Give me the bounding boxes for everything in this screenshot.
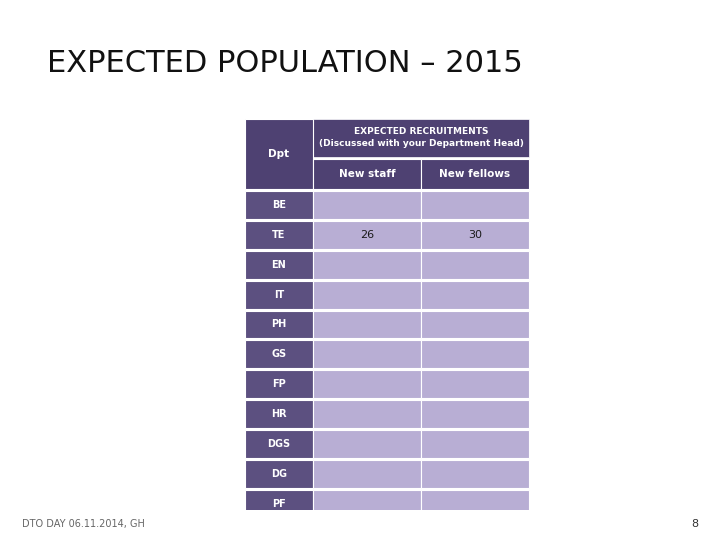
Text: HR: HR (271, 409, 287, 420)
Text: PH: PH (271, 320, 287, 329)
Text: New fellows: New fellows (439, 168, 510, 179)
Text: EN: EN (271, 260, 287, 269)
Text: Dpt: Dpt (269, 148, 289, 159)
Text: DG: DG (271, 469, 287, 480)
Bar (313, 280, 421, 308)
Bar (313, 460, 421, 488)
Bar (313, 430, 421, 458)
Text: EXPECTED POPULATION – 2015: EXPECTED POPULATION – 2015 (47, 49, 523, 78)
Bar (245, 460, 313, 488)
Bar (245, 401, 313, 428)
Text: FP: FP (272, 380, 286, 389)
Text: DGS: DGS (267, 440, 291, 449)
Bar (245, 119, 313, 188)
Text: TE: TE (272, 230, 286, 240)
Text: IT: IT (274, 289, 284, 300)
Bar (313, 221, 421, 248)
Bar (313, 159, 421, 188)
Bar (421, 370, 529, 399)
Text: New staff: New staff (338, 168, 395, 179)
Bar (421, 430, 529, 458)
Bar (313, 341, 421, 368)
Bar (245, 490, 313, 518)
Bar (421, 159, 529, 188)
Bar (421, 221, 529, 248)
Bar (245, 370, 313, 399)
Bar (313, 401, 421, 428)
Bar (421, 310, 529, 339)
Bar (313, 370, 421, 399)
Bar (245, 191, 313, 219)
Text: PF: PF (272, 500, 286, 509)
Bar (245, 251, 313, 279)
Bar (245, 310, 313, 339)
Bar (421, 251, 529, 279)
Bar (245, 430, 313, 458)
Text: 30: 30 (468, 230, 482, 240)
Text: GS: GS (271, 349, 287, 360)
Text: DTO DAY 06.11.2014, GH: DTO DAY 06.11.2014, GH (22, 518, 145, 529)
Bar (421, 280, 529, 308)
Bar (245, 341, 313, 368)
Bar (313, 251, 421, 279)
Text: BE: BE (272, 200, 286, 210)
Text: 26: 26 (360, 230, 374, 240)
Bar (245, 221, 313, 248)
Bar (313, 191, 421, 219)
Bar (421, 490, 529, 518)
Bar (421, 341, 529, 368)
Bar (245, 280, 313, 308)
Bar (421, 191, 529, 219)
Bar (421, 401, 529, 428)
Text: 8: 8 (691, 518, 698, 529)
Bar (421, 460, 529, 488)
Text: EXPECTED RECRUITMENTS
(Discussed with your Department Head): EXPECTED RECRUITMENTS (Discussed with yo… (318, 127, 523, 148)
Bar (313, 490, 421, 518)
Bar (313, 119, 529, 157)
Bar (313, 310, 421, 339)
